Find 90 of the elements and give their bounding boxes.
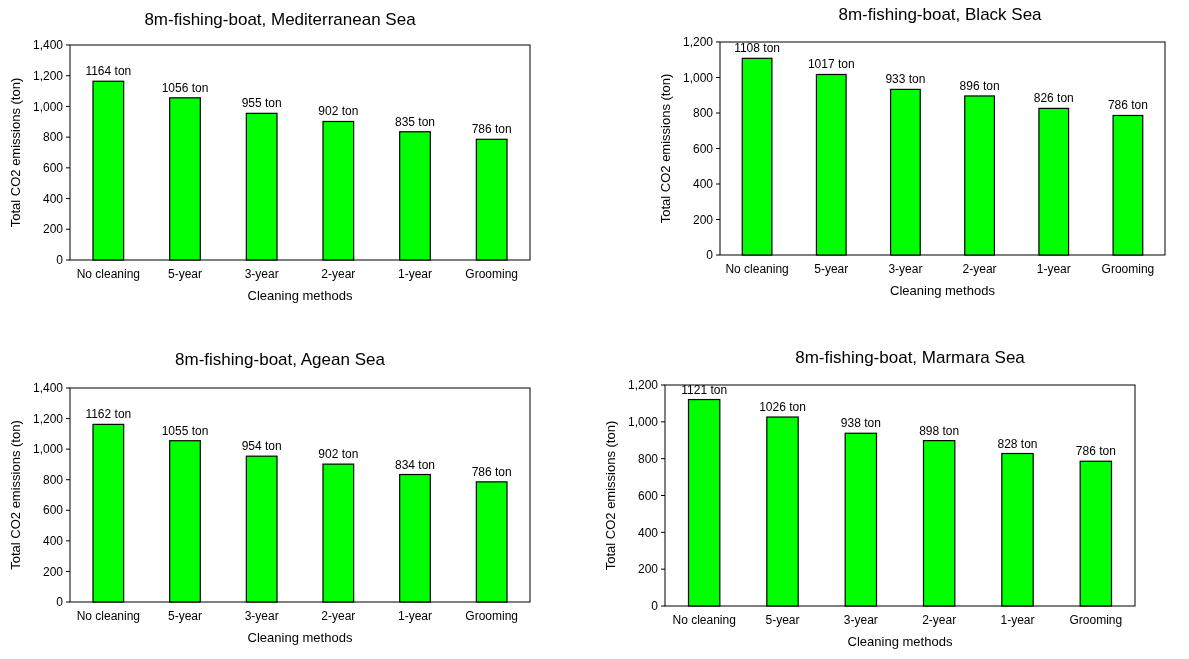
chart-title: 8m-fishing-boat, Mediterranean Sea xyxy=(144,10,417,29)
x-tick-label: 2-year xyxy=(321,267,356,281)
x-axis-title: Cleaning methods xyxy=(847,634,953,649)
y-tick-label: 800 xyxy=(42,130,64,145)
x-tick-label: 3-year xyxy=(244,609,279,623)
data-label: 902 ton xyxy=(318,104,359,119)
x-tick-label: No cleaning xyxy=(76,609,141,623)
data-label: 834 ton xyxy=(394,457,436,472)
y-axis-title: Total CO2 emissions (ton) xyxy=(603,420,618,571)
chart-title: 8m-fishing-boat, Black Sea xyxy=(838,5,1043,24)
y-tick-label: 800 xyxy=(692,106,714,121)
data-label: 786 ton xyxy=(1107,98,1148,113)
y-tick-label: 600 xyxy=(692,141,714,156)
y-tick-label: 1,200 xyxy=(627,378,659,393)
x-tick-label: 2-year xyxy=(922,613,957,627)
y-tick-label: 1,400 xyxy=(32,381,64,396)
x-tick-label: 2-year xyxy=(962,262,997,276)
y-tick-label: 1,000 xyxy=(627,415,659,430)
y-tick-label: 400 xyxy=(637,525,659,540)
y-tick-label: 600 xyxy=(637,488,659,503)
x-tick-label: 5-year xyxy=(765,613,800,627)
x-tick-label: 5-year xyxy=(167,609,203,623)
y-tick-label: 200 xyxy=(42,222,64,237)
chart-title: 8m-fishing-boat, Agean Sea xyxy=(175,350,386,369)
y-tick-label: 600 xyxy=(42,503,64,518)
data-label: 1108 ton xyxy=(734,41,780,56)
y-tick-label: 800 xyxy=(42,472,64,487)
x-tick-label: 3-year xyxy=(888,262,923,276)
data-label: 828 ton xyxy=(997,436,1038,451)
data-label: 1026 ton xyxy=(759,400,806,415)
data-label: 955 ton xyxy=(241,96,282,111)
y-axis-title: Total CO2 emissions (ton) xyxy=(8,77,23,228)
y-tick-label: 1,200 xyxy=(32,411,64,426)
x-tick-label: No cleaning xyxy=(76,267,141,281)
x-tick-label: 1-year xyxy=(397,609,433,623)
data-label: 898 ton xyxy=(919,423,960,438)
data-label: 902 ton xyxy=(318,447,359,462)
y-tick-label: 1,200 xyxy=(682,35,714,50)
y-tick-label: 0 xyxy=(706,248,714,263)
x-tick-label: 1-year xyxy=(1000,613,1035,627)
data-label: 1056 ton xyxy=(161,80,209,95)
x-tick-label: No cleaning xyxy=(725,262,789,276)
x-tick-label: No cleaning xyxy=(672,613,736,627)
y-tick-label: 0 xyxy=(56,595,64,610)
x-tick-label: Grooming xyxy=(1101,262,1155,276)
data-label: 1017 ton xyxy=(807,57,855,72)
y-tick-label: 200 xyxy=(692,212,714,227)
data-label: 1055 ton xyxy=(161,423,209,438)
y-tick-label: 200 xyxy=(42,564,64,579)
x-tick-label: 1-year xyxy=(397,267,433,281)
chart-title: 8m-fishing-boat, Marmara Sea xyxy=(795,348,1026,367)
y-tick-label: 400 xyxy=(42,534,64,549)
data-label: 786 ton xyxy=(471,122,512,137)
x-tick-label: 3-year xyxy=(244,267,279,281)
x-tick-label: Grooming xyxy=(1069,613,1123,627)
x-tick-label: 5-year xyxy=(167,267,203,281)
y-tick-label: 400 xyxy=(692,177,714,192)
data-label: 1121 ton xyxy=(681,382,728,397)
data-label: 835 ton xyxy=(394,114,436,129)
y-tick-label: 1,400 xyxy=(32,38,64,53)
y-tick-label: 1,200 xyxy=(32,68,64,83)
y-tick-label: 600 xyxy=(42,161,64,176)
data-label: 933 ton xyxy=(885,72,926,87)
x-tick-label: Grooming xyxy=(465,267,519,281)
data-label: 826 ton xyxy=(1033,91,1074,106)
data-label: 786 ton xyxy=(471,464,512,479)
x-axis-title: Cleaning methods xyxy=(247,288,353,303)
y-tick-label: 400 xyxy=(42,191,64,206)
y-tick-label: 1,000 xyxy=(32,442,64,457)
x-tick-label: Grooming xyxy=(465,609,519,623)
x-tick-label: 5-year xyxy=(814,262,849,276)
data-label: 896 ton xyxy=(959,78,1000,93)
x-tick-label: 1-year xyxy=(1036,262,1071,276)
x-tick-label: 3-year xyxy=(843,613,878,627)
y-tick-label: 0 xyxy=(56,253,64,268)
data-label: 1164 ton xyxy=(85,64,132,79)
data-label: 954 ton xyxy=(241,439,282,454)
data-label: 786 ton xyxy=(1075,444,1116,459)
y-tick-label: 800 xyxy=(637,451,659,466)
y-axis-title: Total CO2 emissions (ton) xyxy=(658,73,673,224)
x-axis-title: Cleaning methods xyxy=(890,283,996,298)
y-tick-label: 200 xyxy=(637,562,659,577)
data-label: 1162 ton xyxy=(85,407,132,422)
y-tick-label: 1,000 xyxy=(682,70,714,85)
y-tick-label: 1,000 xyxy=(32,99,64,114)
data-label: 938 ton xyxy=(840,416,881,431)
x-axis-title: Cleaning methods xyxy=(247,630,353,645)
y-tick-label: 0 xyxy=(651,599,659,614)
y-axis-title: Total CO2 emissions (ton) xyxy=(8,420,23,570)
x-tick-label: 2-year xyxy=(321,609,356,623)
